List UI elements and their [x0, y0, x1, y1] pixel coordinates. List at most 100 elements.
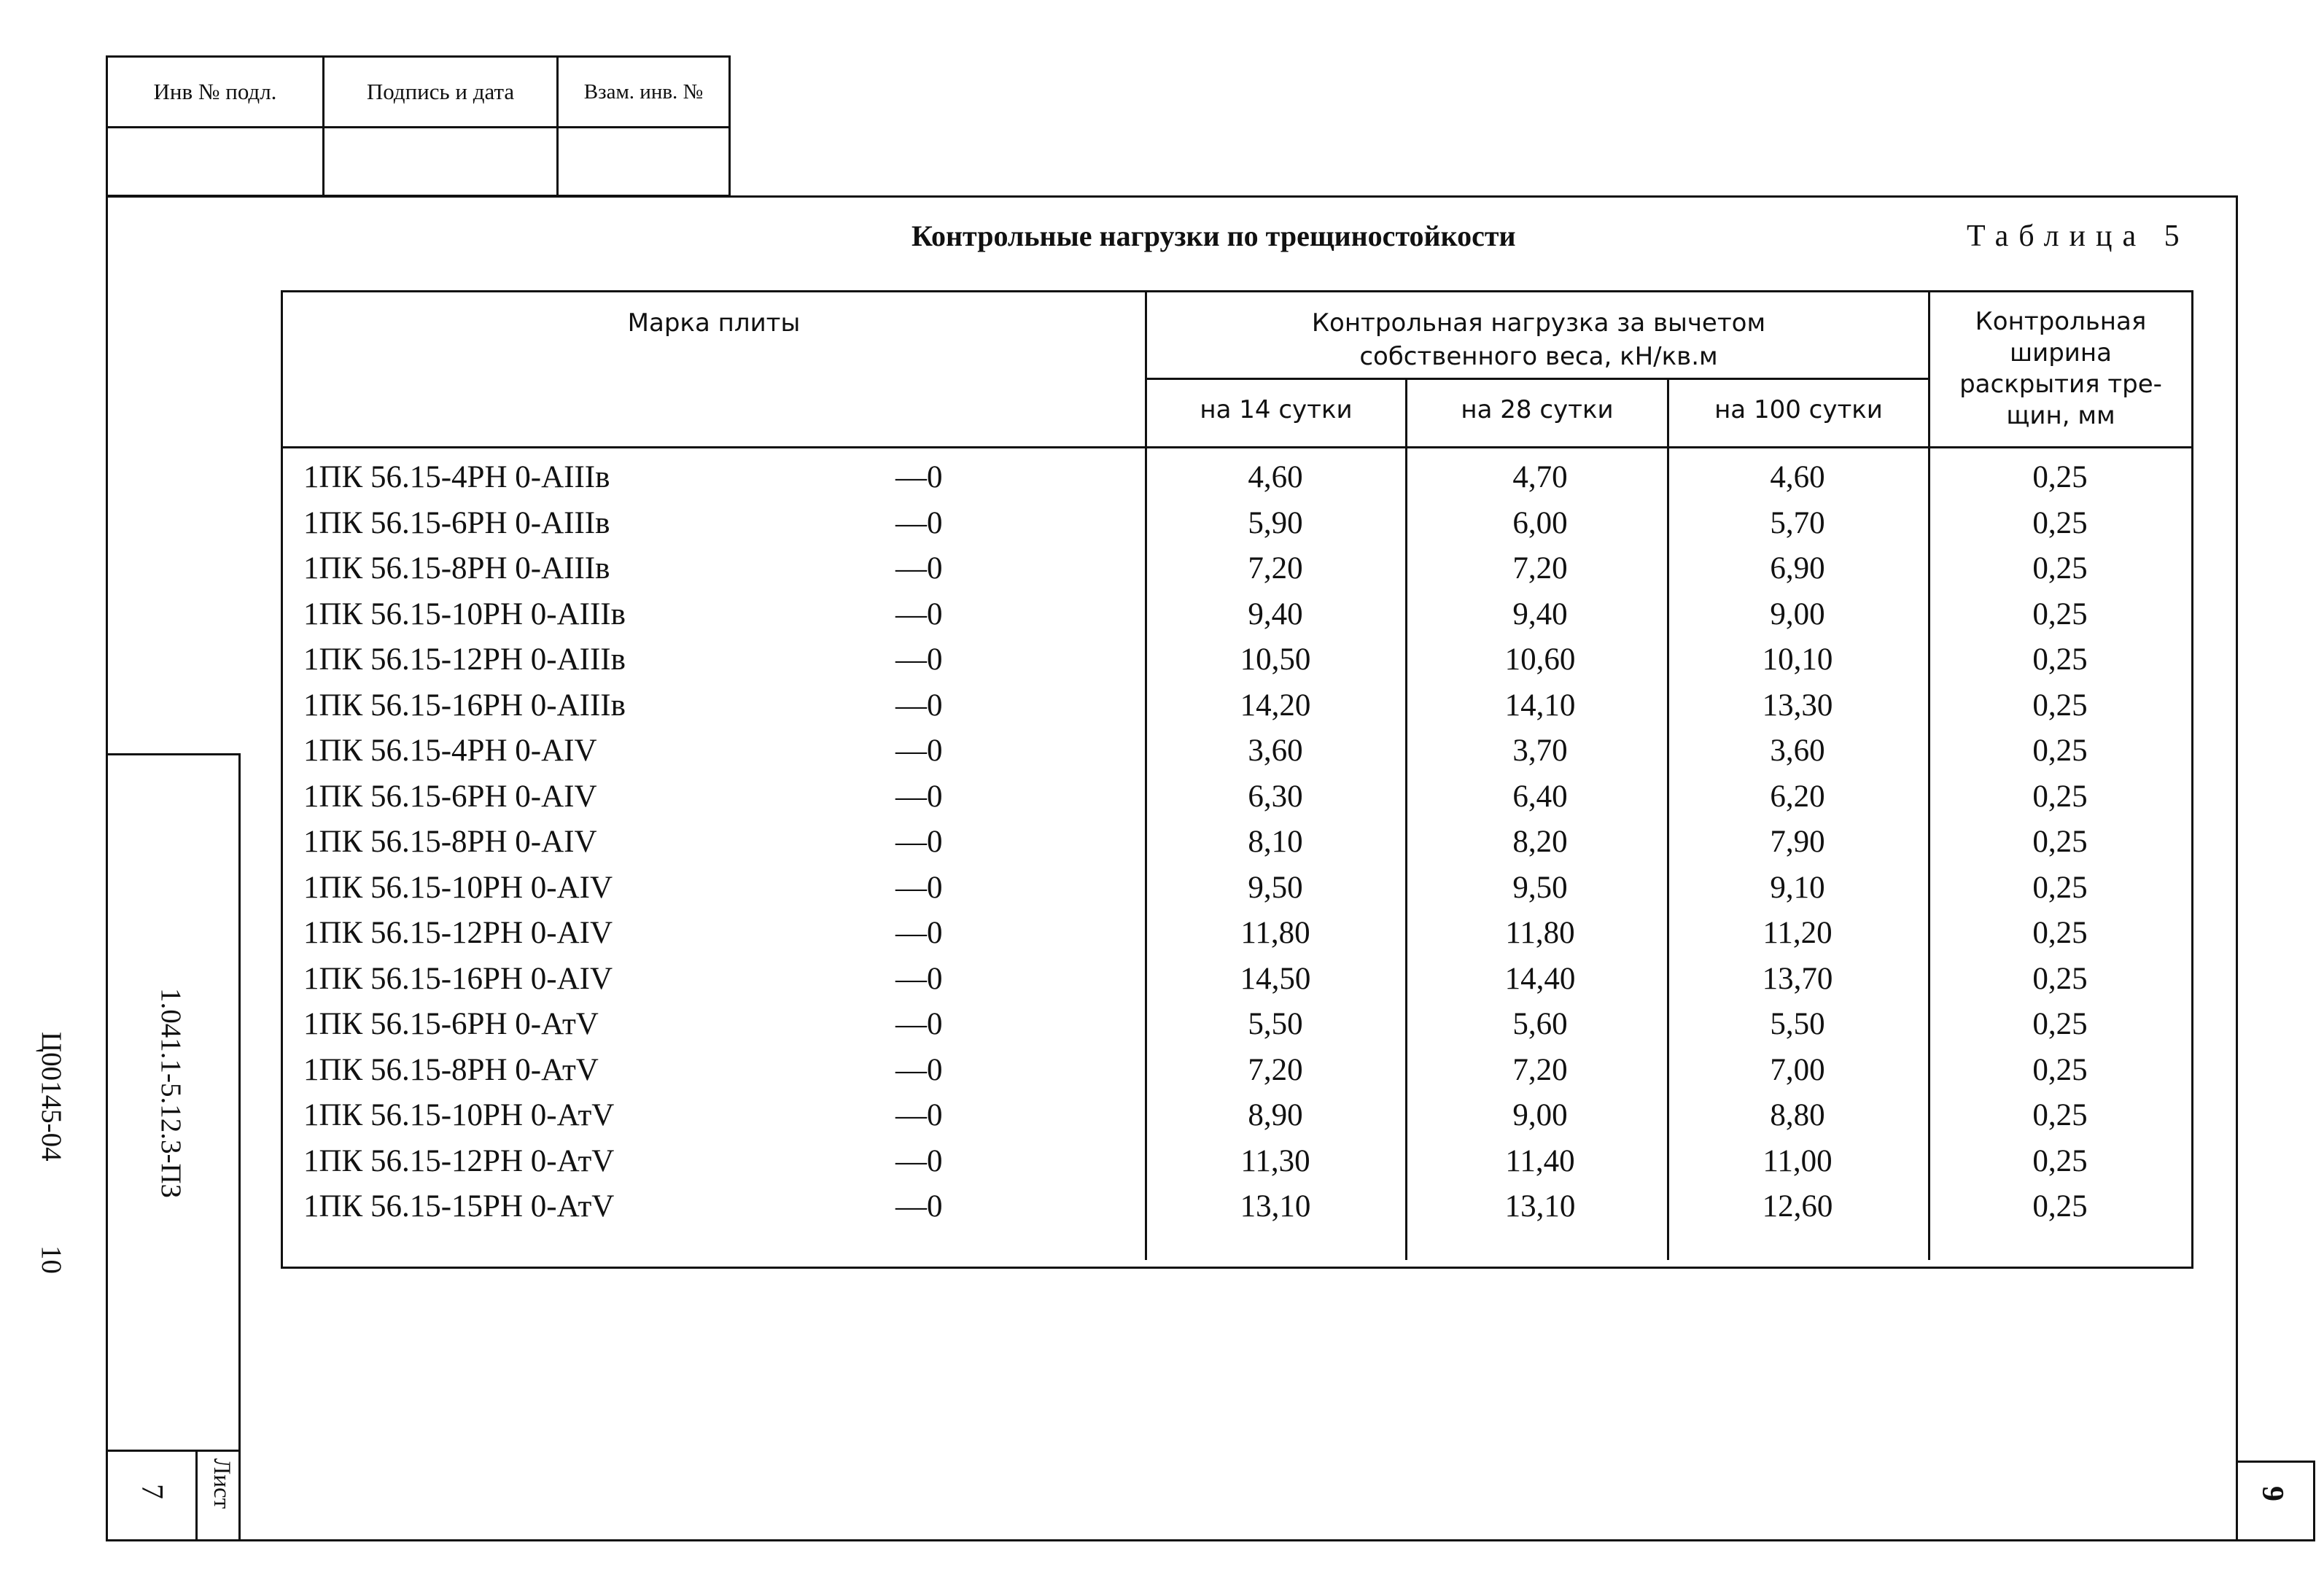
row-suffix: —0	[895, 870, 943, 905]
header-100-days: на 100 сутки	[1714, 395, 1883, 424]
stamp-vzam-inv: Взам. инв. №	[583, 79, 704, 104]
cell-d100: 13,30	[1762, 688, 1833, 723]
table-subheader-divider	[1145, 378, 1928, 380]
row-mark: 1ПК 56.15-10РН 0-АIV	[303, 870, 613, 905]
cell-d100: 7,00	[1770, 1052, 1825, 1087]
cell-crack: 0,25	[2032, 1052, 2088, 1087]
cell-d14: 3,60	[1248, 734, 1303, 768]
cell-d100: 6,90	[1770, 551, 1825, 586]
cell-d28: 9,50	[1512, 870, 1568, 905]
cell-crack: 0,25	[2032, 1143, 2088, 1178]
corner-box-right	[2313, 1461, 2315, 1541]
stamp-cell-empty	[108, 126, 324, 195]
side-sheet-label: Лист	[209, 1458, 235, 1509]
cell-d100: 3,60	[1770, 734, 1825, 768]
stamp-inv-podl: Инв № подл.	[108, 58, 324, 126]
cell-crack: 0,25	[2032, 916, 2088, 950]
row-suffix: —0	[895, 1052, 943, 1087]
cell-d14: 11,80	[1240, 916, 1310, 950]
cell-d100: 9,10	[1770, 870, 1825, 905]
row-suffix: —0	[895, 1007, 943, 1041]
cell-d14: 9,40	[1248, 596, 1303, 631]
header-load-group: Контрольная нагрузка за вычетом собствен…	[1311, 308, 1766, 371]
row-suffix: —0	[895, 642, 943, 677]
row-mark: 1ПК 56.15-4РН 0-АIIIв	[303, 460, 610, 494]
table-label: Таблица 5	[1967, 219, 2190, 253]
table-border-right	[2191, 290, 2193, 1269]
row-mark: 1ПК 56.15-8РН 0-АIIIв	[303, 551, 610, 586]
cell-d100: 6,20	[1770, 779, 1825, 814]
stamp-podpis-data: Подпись и дата	[324, 58, 559, 126]
cell-d28: 13,10	[1504, 1189, 1576, 1224]
cell-d28: 7,20	[1512, 551, 1568, 586]
table-border-bottom	[281, 1267, 2193, 1269]
cell-d28: 4,70	[1512, 460, 1568, 494]
row-mark: 1ПК 56.15-12РН 0-АтV	[303, 1143, 615, 1178]
cell-crack: 0,25	[2032, 688, 2088, 723]
cell-d14: 6,30	[1248, 779, 1303, 814]
cell-crack: 0,25	[2032, 734, 2088, 768]
cell-d14: 13,10	[1240, 1189, 1311, 1224]
cell-d28: 3,70	[1512, 734, 1568, 768]
cell-crack: 0,25	[2032, 460, 2088, 494]
cell-d14: 11,30	[1240, 1143, 1310, 1178]
cell-crack: 0,25	[2032, 1007, 2088, 1041]
cell-crack: 0,25	[2032, 505, 2088, 540]
table-col-divider	[1405, 378, 1407, 1260]
cell-d28: 6,40	[1512, 779, 1568, 814]
cell-d14: 8,10	[1248, 825, 1303, 859]
corner-box-top	[2236, 1461, 2315, 1463]
cell-d100: 11,00	[1763, 1143, 1833, 1178]
cell-d28: 10,60	[1504, 642, 1576, 677]
top-stamp: Инв № подл. Подпись и дата Взам. инв. №	[106, 55, 731, 197]
row-suffix: —0	[895, 734, 943, 768]
cell-d100: 12,60	[1762, 1189, 1833, 1224]
header-crack-width: Контрольная ширина раскрытия тре-щин, мм	[1959, 307, 2162, 430]
cell-d100: 9,00	[1770, 596, 1825, 631]
cell-d28: 8,20	[1512, 825, 1568, 859]
cell-d100: 11,20	[1763, 916, 1833, 950]
row-suffix: —0	[895, 1189, 943, 1224]
side-archive-code: Ц00145-04	[36, 1032, 67, 1162]
row-suffix: —0	[895, 1098, 943, 1132]
row-mark: 1ПК 56.15-10РН 0-АIIIв	[303, 596, 626, 631]
cell-d28: 7,20	[1512, 1052, 1568, 1087]
cell-d28: 14,10	[1504, 688, 1576, 723]
frame-top	[106, 195, 2237, 198]
cell-d14: 9,50	[1248, 870, 1303, 905]
side-archive-page: 10	[36, 1245, 67, 1274]
page-title: Контрольные нагрузки по трещиностойкости	[912, 219, 1516, 252]
row-mark: 1ПК 56.15-6РН 0-АтV	[303, 1007, 599, 1041]
header-14-days: на 14 сутки	[1200, 395, 1353, 424]
table-border-top	[281, 290, 2193, 292]
row-mark: 1ПК 56.15-6РН 0-АIV	[303, 779, 597, 814]
row-mark: 1ПК 56.15-8РН 0-АтV	[303, 1052, 599, 1087]
table-col-divider	[1928, 290, 1930, 1260]
table-col-divider	[1145, 290, 1147, 1260]
frame-right	[2236, 195, 2238, 1541]
cell-crack: 0,25	[2032, 551, 2088, 586]
cell-d100: 13,70	[1762, 961, 1833, 996]
cell-d28: 9,40	[1512, 596, 1568, 631]
cell-crack: 0,25	[2032, 870, 2088, 905]
cell-d14: 5,50	[1248, 1007, 1303, 1041]
cell-d14: 14,20	[1240, 688, 1311, 723]
cell-d28: 14,40	[1504, 961, 1576, 996]
cell-d28: 11,40	[1505, 1143, 1575, 1178]
table-col-divider	[1667, 378, 1669, 1260]
cell-d28: 6,00	[1512, 505, 1568, 540]
side-stamp-right	[238, 753, 241, 1541]
side-sheet-number: 7	[135, 1484, 168, 1499]
cell-d28: 11,80	[1505, 916, 1575, 950]
cell-d14: 10,50	[1240, 642, 1311, 677]
row-suffix: —0	[895, 551, 943, 586]
cell-d14: 8,90	[1248, 1098, 1303, 1132]
row-suffix: —0	[895, 916, 943, 950]
cell-crack: 0,25	[2032, 825, 2088, 859]
cell-d100: 10,10	[1762, 642, 1833, 677]
row-mark: 1ПК 56.15-10РН 0-АтV	[303, 1098, 615, 1132]
cell-d14: 4,60	[1248, 460, 1303, 494]
side-stamp-divider	[108, 1450, 240, 1452]
header-28-days: на 28 сутки	[1461, 395, 1614, 424]
row-mark: 1ПК 56.15-16РН 0-АIV	[303, 961, 613, 996]
